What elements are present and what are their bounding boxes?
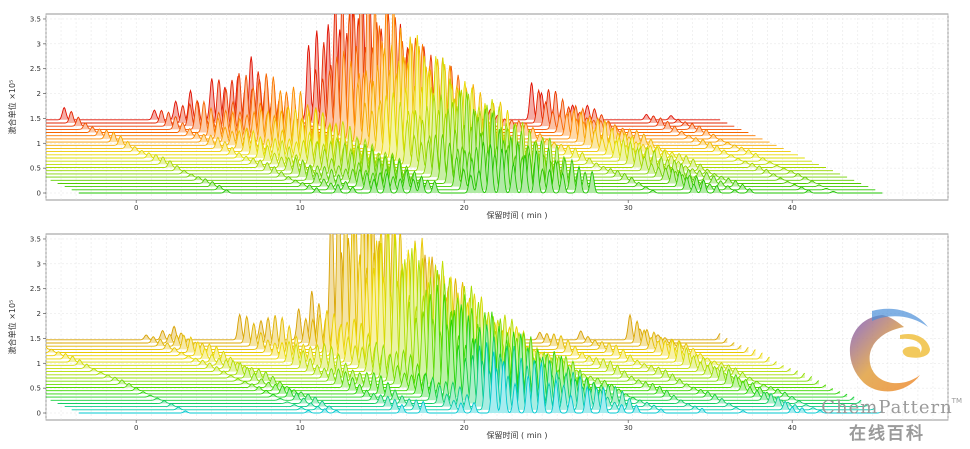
x-axis-label: 保留时间 ( min )	[487, 430, 548, 440]
trace-mask	[46, 294, 819, 385]
y-tick-label: 2.5	[30, 65, 41, 73]
chromatogram-trace	[57, 112, 862, 184]
x-tick-label: 10	[296, 424, 305, 432]
trace-fill	[64, 129, 869, 187]
chempattern-logo-icon	[849, 308, 930, 392]
x-tick-label: 0	[134, 424, 138, 432]
watermark-subtitle: 在线百科	[849, 424, 925, 444]
trace-mask	[46, 55, 805, 158]
chromatogram-trace	[64, 129, 869, 188]
y-tick-label: 2	[37, 90, 41, 98]
trace-fill	[46, 93, 826, 168]
trace-mask	[46, 270, 805, 378]
y-tick-label: 2	[37, 310, 41, 318]
y-tick-label: 1	[37, 360, 41, 368]
x-tick-label: 20	[460, 204, 469, 212]
trace-fill	[46, 94, 834, 171]
y-tick-label: 1	[37, 140, 41, 148]
chromatogram-trace	[46, 90, 841, 175]
watermark-trademark: TM	[951, 397, 962, 405]
chromatogram-trace	[46, 27, 770, 143]
trace-fill	[78, 144, 883, 193]
x-axis-label: 保留时间 ( min )	[487, 210, 548, 220]
chromatogram-trace	[78, 351, 883, 414]
y-tick-label: 1.5	[30, 115, 41, 123]
x-tick-label: 30	[624, 424, 633, 432]
trace-mask	[46, 94, 834, 171]
chromatogram-trace	[46, 55, 805, 159]
chromatogram-trace	[46, 44, 784, 149]
traces-group	[46, 14, 883, 194]
chromatogram-trace	[46, 57, 812, 162]
trace-fill	[46, 284, 826, 388]
x-tick-label: 20	[460, 424, 469, 432]
trace-fill	[46, 55, 805, 158]
trace-mask	[46, 284, 826, 388]
y-tick-label: 3	[37, 260, 41, 268]
x-tick-label: 40	[788, 424, 797, 432]
chromatogram-trace	[46, 14, 728, 124]
chromatogram-trace	[71, 141, 876, 191]
chromatogram-trace	[46, 93, 826, 168]
chromatogram-trace	[46, 14, 721, 121]
trace-fill	[57, 112, 862, 184]
chromatogram-trace	[46, 14, 756, 137]
chart-top: 0 0.5 1 1.5 2 2.5 3 3.5 0 10 20 30 40 保留时间 ( min ) 激合单…	[7, 13, 949, 220]
x-tick-label: 40	[788, 204, 797, 212]
chromatogram-trace	[78, 144, 883, 194]
chromatogram-trace	[46, 78, 819, 165]
chromatogram-trace	[50, 108, 855, 181]
chromatogram-trace	[46, 94, 833, 172]
x-tick-label: 10	[296, 204, 305, 212]
trace-fill	[46, 294, 819, 385]
chromatogram-trace	[46, 46, 777, 146]
y-axis-label: 激合单位 ×10⁵	[7, 300, 17, 355]
chromatogram-trace	[46, 14, 763, 140]
chempattern-watermark: ChemPattern TM 在线百科	[812, 305, 962, 445]
x-tick-label: 30	[624, 204, 633, 212]
watermark-brand: ChemPattern	[821, 397, 953, 418]
y-tick-label: 3.5	[30, 15, 41, 23]
trace-fill	[71, 141, 876, 190]
trace-mask	[64, 129, 869, 187]
y-tick-label: 3	[37, 40, 41, 48]
y-tick-label: 0.5	[30, 165, 41, 173]
x-tick-label: 0	[134, 204, 138, 212]
y-tick-label: 2.5	[30, 285, 41, 293]
trace-fill	[46, 270, 805, 378]
y-tick-label: 3.5	[30, 235, 41, 243]
y-tick-label: 0	[37, 190, 41, 198]
chart-bottom: 0 0.5 1 1.5 2 2.5 3 3.5 0 10 20 30 40 保留时间 ( min ) 激合单…	[7, 233, 949, 440]
trace-mask	[57, 112, 862, 184]
y-tick-label: 0	[37, 410, 41, 418]
chromatogram-trace	[46, 14, 735, 127]
y-tick-label: 1.5	[30, 335, 41, 343]
trace-mask	[78, 144, 883, 193]
trace-mask	[71, 141, 876, 190]
traces-group	[46, 234, 883, 414]
y-axis-label: 激合单位 ×10⁵	[7, 80, 17, 135]
y-tick-label: 0.5	[30, 385, 41, 393]
